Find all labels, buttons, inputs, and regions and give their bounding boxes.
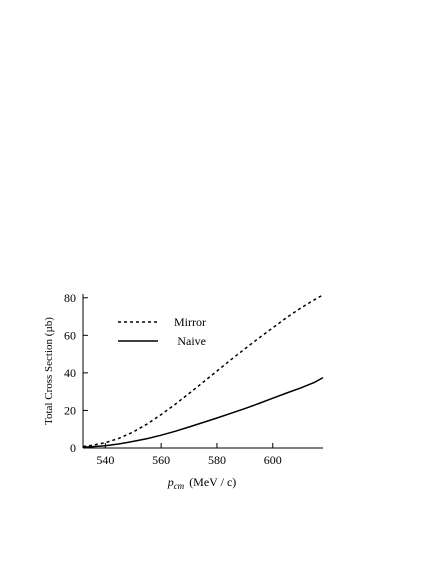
x-axis-label-symbol: p — [167, 475, 174, 489]
x-tick-label: 560 — [152, 453, 170, 467]
y-tick-label: 20 — [64, 403, 76, 417]
ticks: 540 560 580 600 0 20 40 60 80 — [64, 291, 282, 467]
series-lines — [82, 294, 324, 448]
legend: Mirror Naive — [118, 315, 206, 348]
x-axis-label-subscript: cm — [174, 481, 185, 491]
y-tick-label: 40 — [64, 366, 76, 380]
x-tick-label: 540 — [96, 453, 114, 467]
x-axis-label-unit: (MeV / c) — [189, 475, 236, 489]
series-line-naive — [82, 376, 324, 448]
y-tick-label: 0 — [70, 441, 76, 455]
x-tick-label: 580 — [208, 453, 226, 467]
y-axis-label: Total Cross Section (µb) — [43, 317, 55, 425]
x-axis-label: pcm (MeV / c) — [167, 475, 237, 491]
y-tick-label: 80 — [64, 291, 76, 305]
y-tick-label: 60 — [64, 328, 76, 342]
axes — [82, 294, 323, 449]
legend-label-naive: Naive — [177, 334, 206, 348]
legend-label-mirror: Mirror — [174, 315, 206, 329]
x-tick-label: 600 — [264, 453, 282, 467]
series-line-mirror — [82, 294, 324, 448]
